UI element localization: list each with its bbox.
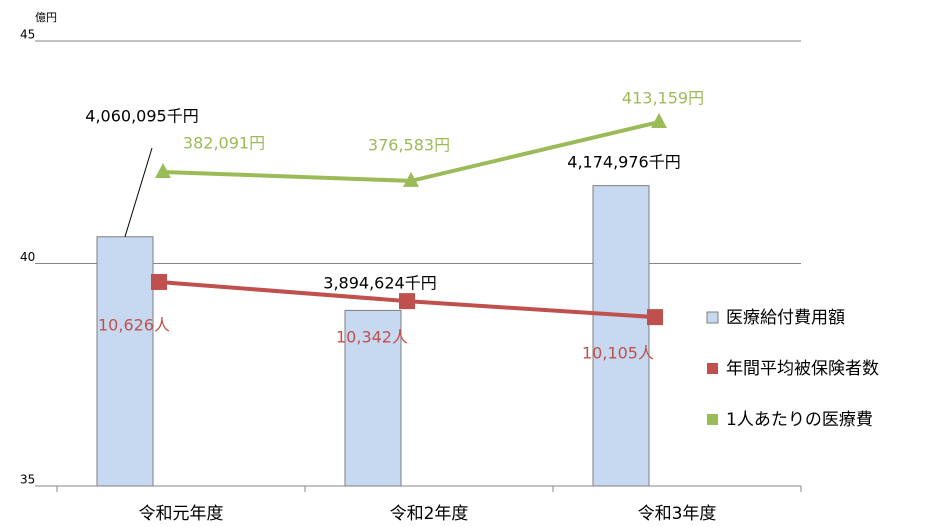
legend-swatch: [706, 311, 719, 324]
y-tick-label: 40: [20, 250, 35, 264]
bar: [344, 309, 402, 487]
x-tick-label: 令和2年度: [390, 504, 469, 524]
bar: [96, 236, 154, 487]
legend-label: 1人あたりの医療費: [726, 410, 873, 430]
legend-label: 医療給付費用額: [726, 308, 845, 328]
legend-swatch: [707, 363, 718, 374]
data-label: 382,091円: [183, 134, 265, 153]
data-label: 4,174,976千円: [567, 153, 680, 172]
y-tick-label: 35: [20, 473, 35, 487]
marker: [399, 293, 415, 310]
marker: [647, 309, 663, 326]
x-tick-label: 令和3年度: [638, 504, 717, 524]
legend-swatch: [707, 414, 718, 425]
y-unit-label: 億円: [35, 11, 57, 24]
y-tick-label: 45: [20, 28, 35, 42]
data-label: 3,894,624千円: [323, 274, 436, 293]
x-tick-label: 令和元年度: [139, 504, 224, 524]
data-label: 10,626人: [98, 315, 170, 334]
data-label: 10,105人: [582, 344, 654, 363]
bar: [592, 185, 650, 487]
data-label: 376,583円: [368, 135, 450, 154]
legend-label: 年間平均被保険者数: [726, 359, 879, 379]
data-label: 413,159円: [622, 89, 704, 108]
data-label: 4,060,095千円: [85, 107, 198, 126]
marker: [651, 113, 667, 129]
leader-line: [124, 147, 153, 237]
marker: [155, 163, 171, 179]
data-label: 10,342人: [336, 328, 408, 347]
marker: [151, 273, 167, 290]
marker: [403, 171, 419, 187]
